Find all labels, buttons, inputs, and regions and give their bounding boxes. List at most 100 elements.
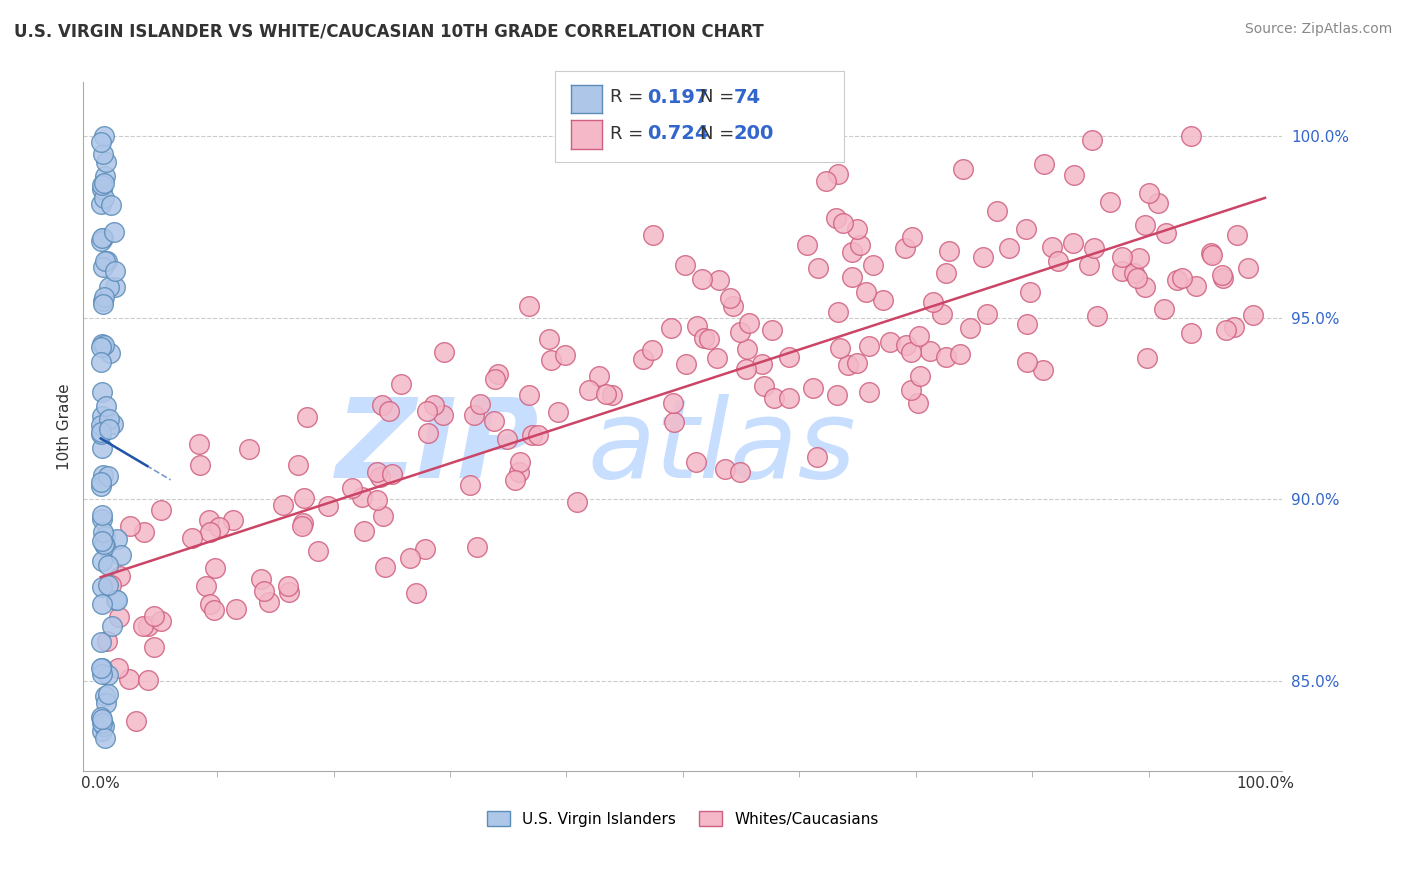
Point [1137, 186, 1160, 201]
Point [814, 174, 837, 188]
Point [952, 162, 974, 177]
Point [935, 266, 957, 280]
Point [90, 135, 112, 149]
Point [664, 415, 686, 429]
Point [1212, 270, 1234, 285]
Point [94, 155, 117, 169]
Point [90, 417, 112, 432]
Point [91, 146, 114, 161]
Point [686, 319, 709, 334]
Point [900, 345, 922, 359]
Point [398, 550, 420, 565]
Point [600, 388, 623, 402]
Point [846, 221, 869, 235]
Point [1063, 168, 1085, 182]
Point [423, 398, 446, 412]
Point [496, 432, 519, 446]
Point [690, 272, 713, 286]
Point [90, 427, 112, 442]
Point [91, 409, 114, 423]
Point [134, 524, 156, 539]
Text: R =: R = [610, 125, 650, 143]
Point [468, 397, 491, 411]
Point [97, 668, 120, 682]
Point [93, 290, 115, 304]
Point [225, 602, 247, 616]
Point [110, 548, 132, 562]
Point [1128, 252, 1150, 266]
Point [91, 524, 114, 539]
Point [503, 473, 526, 487]
Point [484, 414, 506, 428]
Point [413, 542, 436, 557]
Point [93, 338, 115, 352]
Point [1015, 222, 1038, 236]
Point [997, 241, 1019, 255]
Point [728, 326, 751, 340]
Point [149, 503, 172, 517]
Point [896, 337, 918, 351]
Point [389, 376, 412, 391]
Point [949, 347, 972, 361]
Point [735, 342, 758, 356]
Point [208, 520, 231, 534]
Text: 0.197: 0.197 [647, 87, 709, 107]
Point [463, 408, 485, 422]
Point [378, 404, 401, 418]
Point [295, 409, 318, 424]
Point [93, 719, 115, 733]
Point [90, 710, 112, 724]
Point [415, 404, 437, 418]
Point [90, 425, 112, 439]
Point [93, 537, 115, 551]
Text: N =: N = [700, 125, 740, 143]
Point [1135, 219, 1157, 233]
Point [1184, 278, 1206, 293]
Point [1032, 157, 1054, 171]
Point [872, 293, 894, 307]
Point [90, 441, 112, 455]
Point [98, 280, 121, 294]
Point [796, 237, 818, 252]
Point [1215, 323, 1237, 337]
Point [101, 619, 124, 633]
Point [107, 610, 129, 624]
Point [938, 244, 960, 258]
Point [1126, 271, 1149, 285]
Point [94, 169, 117, 183]
Point [517, 299, 540, 313]
Point [371, 508, 394, 523]
Point [368, 470, 391, 484]
Point [98, 411, 121, 425]
Point [105, 593, 128, 607]
Point [97, 578, 120, 592]
Point [287, 458, 309, 472]
Point [97, 421, 120, 435]
Point [675, 357, 697, 371]
Point [1083, 241, 1105, 255]
Point [91, 661, 114, 675]
Point [685, 455, 707, 469]
Point [94, 731, 117, 745]
Point [907, 395, 929, 409]
Point [972, 250, 994, 264]
Point [641, 343, 664, 357]
Point [104, 264, 127, 278]
Point [641, 228, 664, 243]
Point [90, 715, 112, 730]
Point [94, 539, 117, 553]
Point [806, 450, 828, 464]
Text: N =: N = [700, 88, 740, 106]
Point [90, 196, 112, 211]
Point [849, 238, 872, 252]
Point [1226, 228, 1249, 243]
Point [713, 462, 735, 476]
Point [1201, 248, 1223, 262]
Point [693, 331, 716, 345]
Point [316, 500, 339, 514]
Point [1111, 264, 1133, 278]
Point [508, 466, 530, 480]
Point [858, 385, 880, 400]
Point [90, 337, 112, 351]
Point [90, 340, 112, 354]
